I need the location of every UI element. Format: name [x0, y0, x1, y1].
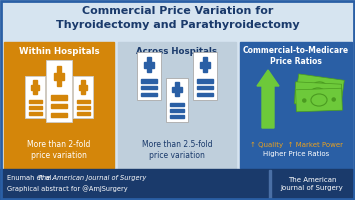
Bar — [170, 109, 184, 112]
Bar — [0, 169, 355, 200]
Bar — [166, 78, 188, 122]
Bar — [46, 60, 72, 122]
Circle shape — [302, 92, 305, 95]
Bar — [0, 0, 355, 42]
Text: Enumah et al.: Enumah et al. — [7, 175, 56, 181]
Text: The American
Journal of Surgery: The American Journal of Surgery — [280, 177, 343, 191]
Bar — [79, 85, 87, 90]
Text: ↑ Quality  ↑ Market Power: ↑ Quality ↑ Market Power — [250, 142, 343, 148]
Bar — [118, 42, 236, 168]
Bar — [57, 66, 61, 86]
Bar — [170, 115, 184, 118]
Bar — [200, 62, 210, 68]
Bar — [31, 85, 39, 90]
Bar — [197, 86, 213, 89]
Bar — [197, 79, 213, 83]
Bar — [50, 104, 67, 108]
Text: Higher Price Ratios: Higher Price Ratios — [263, 151, 329, 157]
Bar — [141, 93, 157, 96]
Text: The American Journal of Surgery: The American Journal of Surgery — [38, 175, 146, 181]
Bar — [28, 112, 42, 115]
Text: Within Hospitals: Within Hospitals — [19, 46, 99, 55]
Bar — [197, 93, 213, 96]
Circle shape — [304, 84, 307, 87]
Bar — [54, 73, 65, 80]
Bar — [175, 82, 179, 96]
Bar — [137, 52, 161, 100]
Polygon shape — [296, 88, 342, 112]
Text: Across Hospitals: Across Hospitals — [137, 46, 218, 55]
Bar — [50, 113, 67, 117]
Text: Graphical abstract for @AmJSurgery: Graphical abstract for @AmJSurgery — [7, 186, 128, 192]
Bar — [33, 80, 37, 94]
Bar — [76, 112, 89, 115]
Circle shape — [331, 93, 334, 96]
Text: More than 2.5-fold
price variation: More than 2.5-fold price variation — [142, 140, 212, 160]
Bar — [141, 79, 157, 83]
Bar — [50, 95, 67, 100]
Bar — [193, 52, 217, 100]
Bar — [4, 42, 114, 168]
Bar — [81, 80, 85, 94]
Circle shape — [303, 99, 306, 102]
Text: Commercial Price Variation for: Commercial Price Variation for — [82, 6, 273, 16]
Bar — [170, 103, 184, 106]
Bar — [240, 42, 352, 168]
Circle shape — [332, 98, 335, 101]
Bar — [25, 76, 45, 118]
Circle shape — [333, 89, 336, 92]
Bar — [173, 87, 182, 92]
Text: Commercial-to-Medicare
Price Ratios: Commercial-to-Medicare Price Ratios — [243, 46, 349, 66]
Bar — [28, 106, 42, 109]
Bar — [147, 57, 151, 72]
FancyArrow shape — [257, 70, 279, 128]
Bar — [28, 100, 42, 103]
Bar — [269, 170, 271, 199]
Polygon shape — [296, 74, 344, 102]
Bar — [203, 57, 207, 72]
Bar — [144, 62, 154, 68]
Text: Thyroidectomy and Parathyroidectomy: Thyroidectomy and Parathyroidectomy — [56, 20, 299, 30]
Bar — [76, 100, 89, 103]
Bar — [141, 86, 157, 89]
Bar — [73, 76, 93, 118]
Polygon shape — [294, 82, 342, 106]
Text: More than 2-fold
price variation: More than 2-fold price variation — [27, 140, 91, 160]
Bar — [76, 106, 89, 109]
